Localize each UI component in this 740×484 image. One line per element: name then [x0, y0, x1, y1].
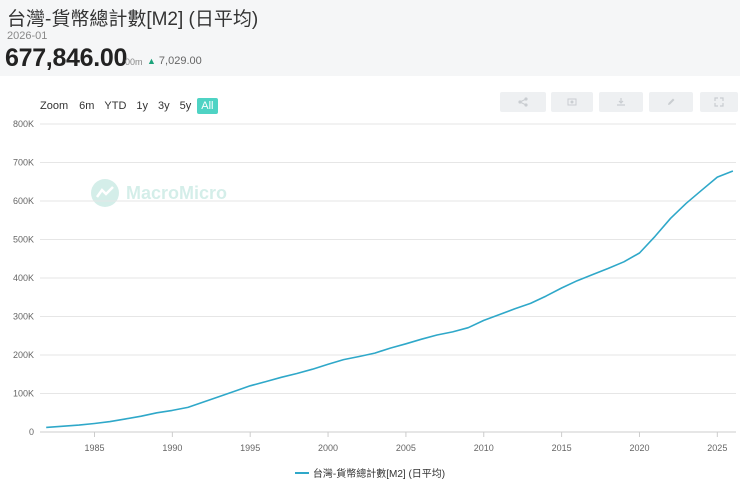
- image-button[interactable]: [551, 92, 593, 112]
- y-tick-label: 500K: [13, 235, 34, 245]
- latest-value: 677,846.00: [5, 44, 128, 72]
- range-button-5y[interactable]: 5y: [179, 100, 192, 112]
- download-button[interactable]: [599, 92, 643, 112]
- chart-header: 台灣-貨幣總計數[M2] (日平均) 2026-01 677,846.00 00…: [0, 0, 740, 76]
- share-button[interactable]: [500, 92, 546, 112]
- share-icon: [518, 97, 528, 107]
- range-button-1y[interactable]: 1y: [136, 100, 149, 112]
- x-tick-label: 2000: [318, 443, 338, 453]
- legend[interactable]: 台灣-貨幣總計數[M2] (日平均): [0, 465, 740, 480]
- series-line[interactable]: [46, 170, 734, 429]
- x-tick-label: 1990: [162, 443, 182, 453]
- macromicro-logo-icon: [91, 179, 119, 207]
- value-unit: 00m: [125, 57, 143, 67]
- x-tick-label: 2005: [396, 443, 416, 453]
- zoom-label: Zoom: [40, 100, 69, 112]
- range-button-ytd[interactable]: YTD: [104, 100, 127, 112]
- fullscreen-button[interactable]: [700, 92, 738, 112]
- legend-label: 台灣-貨幣總計數[M2] (日平均): [312, 469, 446, 480]
- x-tick-label: 2015: [552, 443, 572, 453]
- y-tick-label: 800K: [13, 119, 34, 129]
- y-tick-label: 300K: [13, 312, 34, 322]
- change-value: 7,029.00: [158, 55, 202, 67]
- range-button-6m[interactable]: 6m: [79, 100, 95, 112]
- y-tick-label: 400K: [13, 273, 34, 283]
- chart-title: 台灣-貨幣總計數[M2] (日平均): [7, 9, 259, 30]
- y-tick-label: 100K: [13, 389, 34, 399]
- watermark: MacroMicro: [90, 178, 227, 208]
- x-tick-label: 2020: [629, 443, 649, 453]
- image-icon: [567, 98, 577, 106]
- change-readout: ▲ 7,029.00: [147, 55, 202, 67]
- edit-icon: [668, 98, 675, 105]
- edit-button[interactable]: [649, 92, 693, 112]
- up-arrow-icon: ▲: [147, 56, 156, 66]
- watermark-text: MacroMicro: [126, 182, 228, 203]
- x-tick-label: 1995: [240, 443, 260, 453]
- x-tick-label: 2010: [474, 443, 494, 453]
- y-tick-label: 200K: [13, 350, 34, 360]
- x-tick-label: 1985: [84, 443, 104, 453]
- legend-swatch: [294, 471, 309, 474]
- y-tick-label: 0: [29, 427, 34, 437]
- download-icon: [617, 98, 625, 106]
- x-tick-label: 2025: [707, 443, 727, 453]
- latest-date: 2026-01: [7, 30, 48, 42]
- range-selector: Zoom 6m YTD 1y 3y 5y All: [40, 98, 220, 114]
- range-button-all[interactable]: All: [197, 98, 218, 114]
- fullscreen-icon: [714, 97, 724, 107]
- range-button-3y[interactable]: 3y: [158, 100, 170, 112]
- y-tick-label: 700K: [13, 158, 34, 168]
- y-tick-label: 600K: [13, 196, 34, 206]
